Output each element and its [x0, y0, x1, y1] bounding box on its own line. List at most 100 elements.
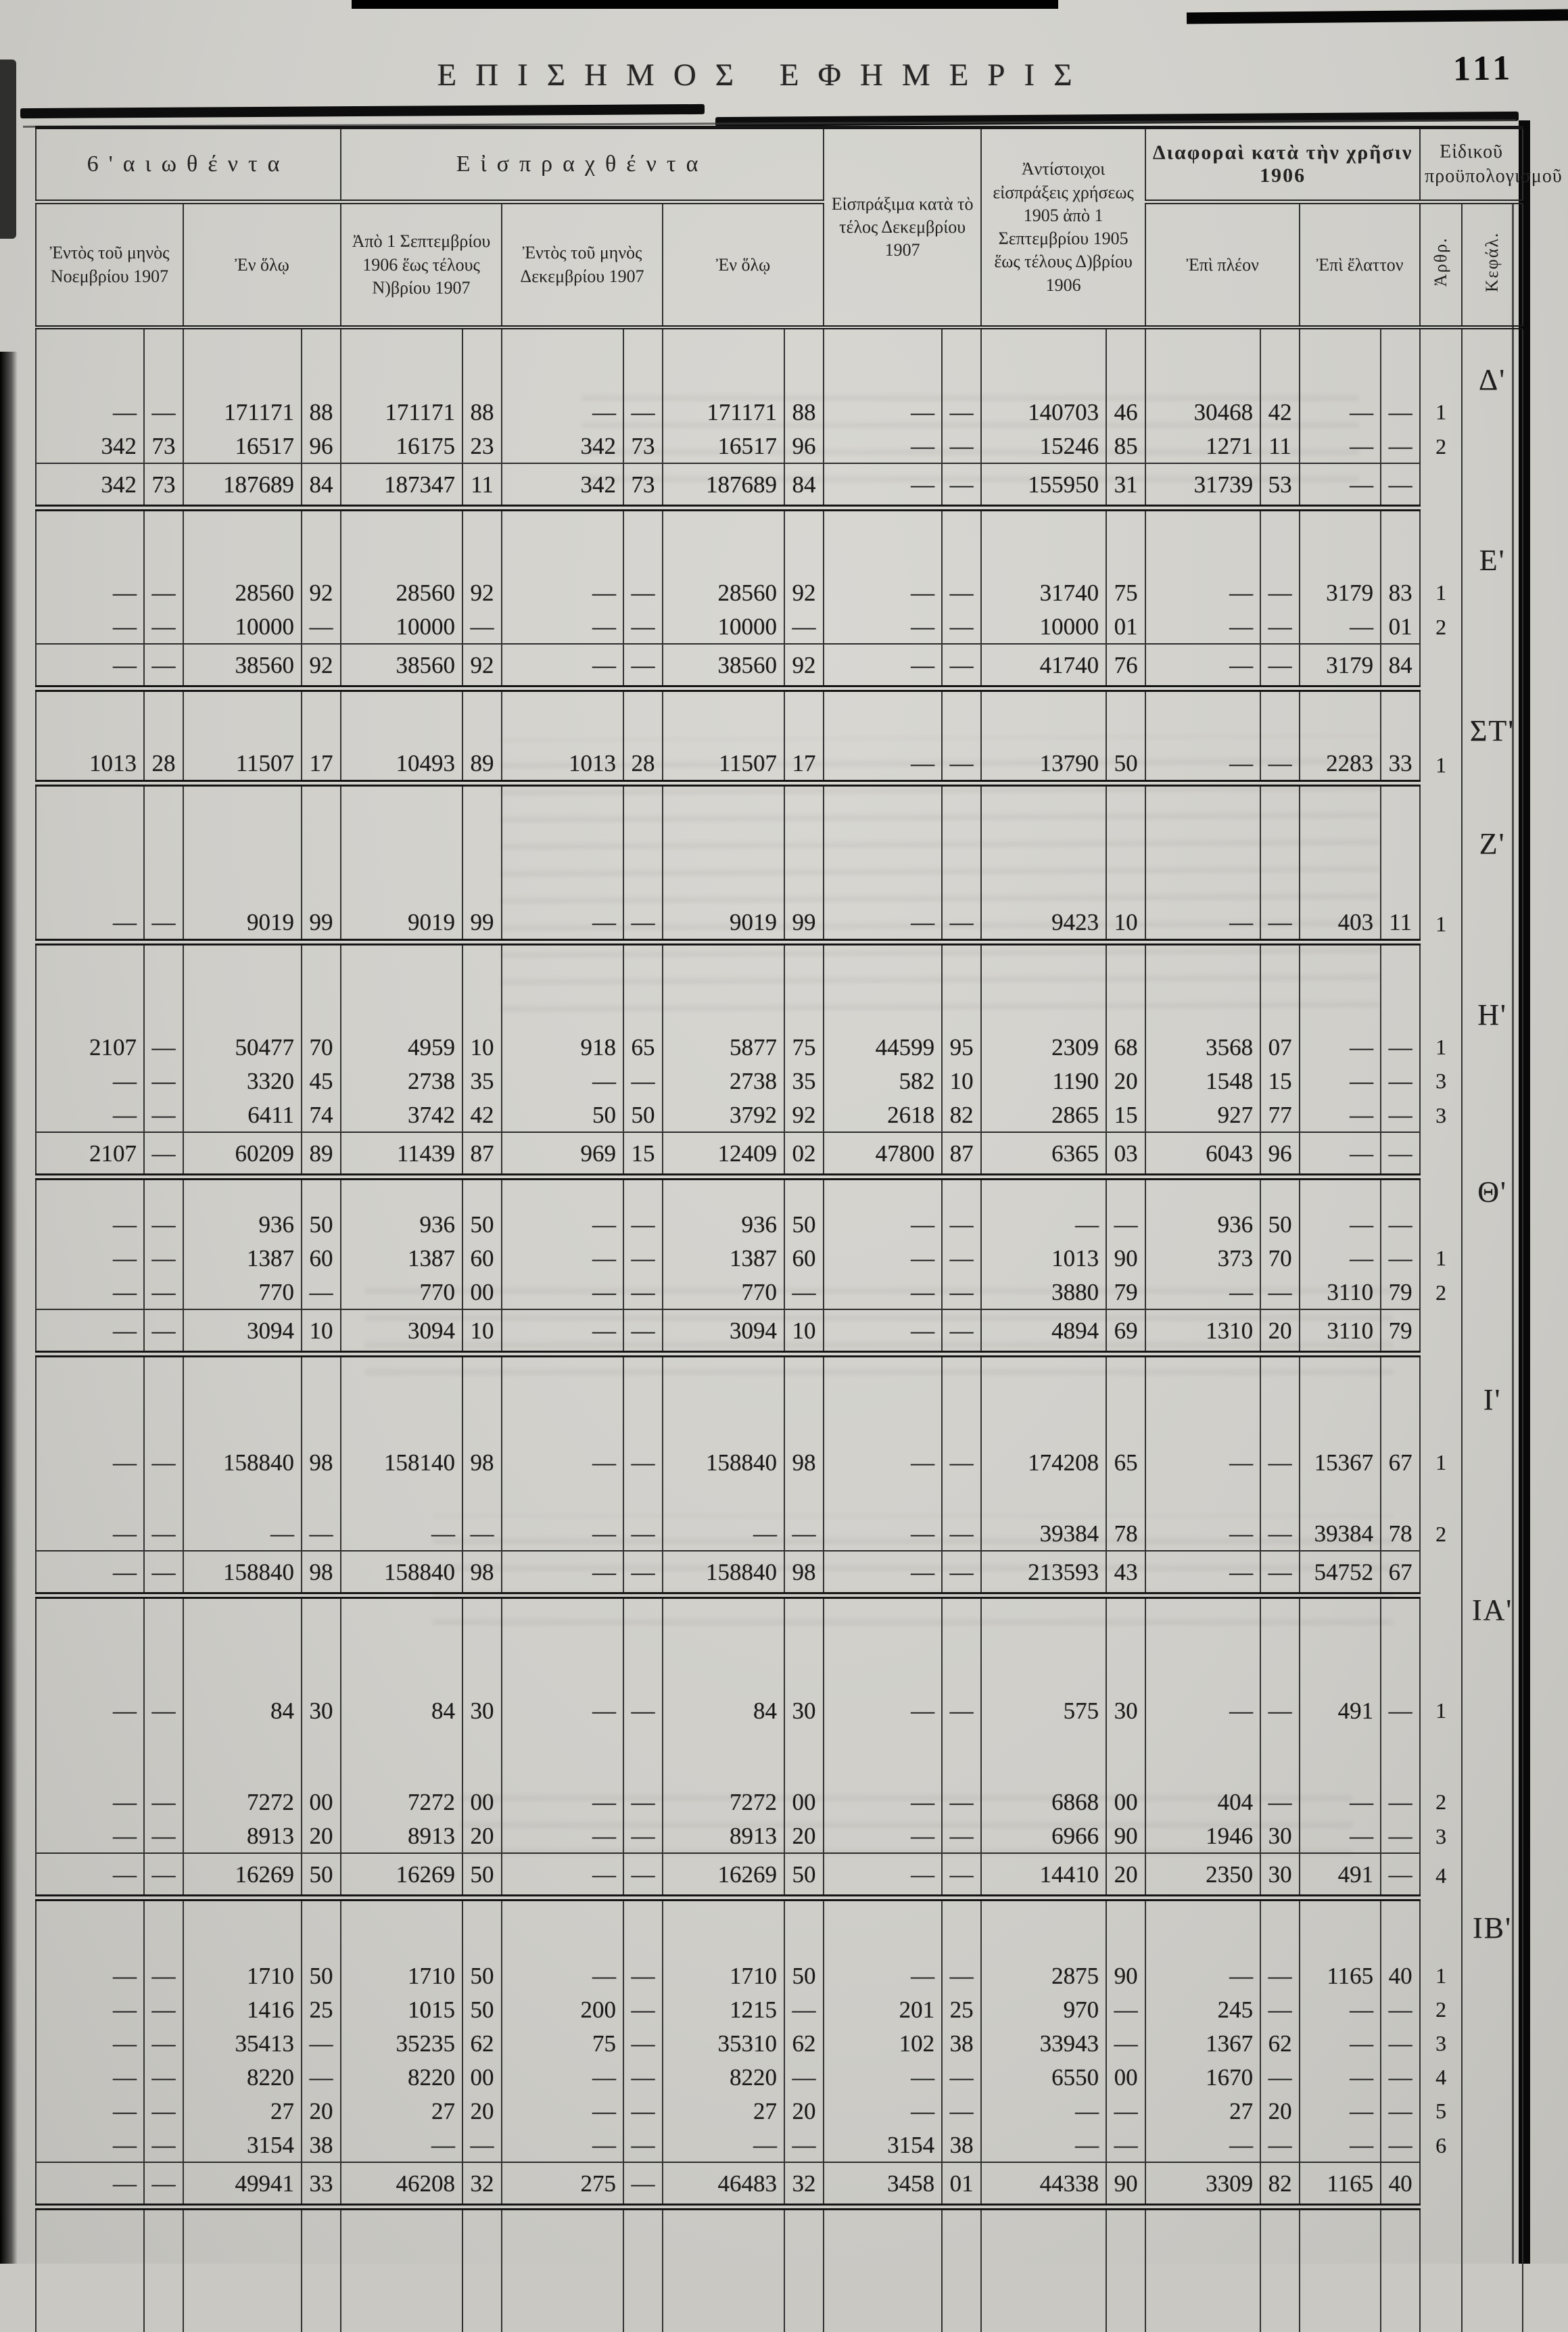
cents-cell: —: [623, 1819, 663, 1854]
cents-cell: —: [623, 905, 663, 946]
cents-cell: —: [143, 1694, 183, 1728]
amount-cell: 6365: [980, 1132, 1107, 1181]
gap-cell: [1299, 1177, 1381, 1208]
gap-cell: [340, 1479, 463, 1517]
col-receivable: Εἰσπράξιμα κατὰ τὸ τέλος Δεκεμβρίου 1907: [823, 126, 982, 330]
group-header-row: 6'αιωθέντα Εἰσπραχθέντα Εἰσπράξιμα κατὰ …: [34, 126, 1562, 330]
amount-cell: 936: [183, 1207, 302, 1242]
amount-cell: —: [980, 2094, 1107, 2128]
amount-cell: 1190: [980, 1064, 1107, 1098]
amount-cell: 6966: [980, 1819, 1107, 1854]
gap-cell: [35, 689, 144, 747]
gap-cell: [462, 2207, 502, 2332]
amount-cell: —: [501, 2094, 624, 2128]
amount-cell: —: [35, 576, 144, 610]
gap-cell: [183, 1898, 302, 1959]
gap-cell: [784, 508, 824, 576]
amount-cell: 491: [1299, 1852, 1381, 1902]
amount-cell: 3568: [1145, 1030, 1261, 1065]
amount-cell: 171171: [662, 395, 785, 429]
cents-cell: 28: [143, 746, 183, 787]
amount-cell: 213593: [980, 1550, 1107, 1600]
gap-cell: [300, 327, 341, 396]
amount-cell: 3792: [662, 1098, 785, 1133]
gap-cell: [183, 1595, 302, 1694]
amount-cell: 275: [501, 2162, 624, 2211]
amount-cell: 1670: [1145, 2060, 1261, 2095]
amount-cell: —: [35, 1309, 144, 1358]
gap-cell: [340, 2207, 463, 2332]
col-article: Ἀρθρ.: [1419, 202, 1463, 330]
amount-cell: 936: [662, 1207, 785, 1242]
article-number-cell: 1: [1419, 1959, 1463, 1993]
gap-cell: [462, 1479, 502, 1517]
chapter-cell: [1461, 1132, 1524, 1177]
amount-cell: 8220: [662, 2060, 785, 2095]
cents-cell: —: [1380, 1819, 1421, 1854]
cents-cell: 50: [623, 1098, 663, 1133]
cents-cell: —: [1380, 429, 1421, 464]
article-number-cell: 2: [1419, 1992, 1463, 2027]
amount-cell: 155950: [980, 463, 1107, 512]
gap-cell: [1145, 689, 1261, 747]
amount-cell: 3094: [662, 1309, 785, 1358]
section-total-row: — —158840 98 158840 98— —158840 98— —213593 43— —…: [35, 1550, 1524, 1600]
gap-cell: [980, 508, 1107, 576]
cents-cell: —: [1380, 395, 1421, 429]
cents-cell: 15: [1260, 1064, 1300, 1098]
cents-cell: —: [143, 1445, 183, 1480]
amount-cell: —: [1299, 2094, 1381, 2128]
table-row: — —7272 00 7272 00— —7272 00— —6868 00 404— — —2: [35, 1785, 1524, 1819]
cents-cell: 00: [462, 2060, 502, 2095]
cents-cell: —: [300, 1275, 341, 1310]
amount-cell: 6868: [980, 1785, 1107, 1819]
cents-cell: —: [1380, 2026, 1421, 2061]
gap-cell: [462, 783, 502, 906]
gap-cell: [662, 942, 785, 1031]
scan-artifact-top-strip: [352, 0, 1058, 9]
chapter-label: ΙΑ': [1471, 1593, 1513, 1627]
cents-cell: —: [1260, 2060, 1300, 2095]
amount-cell: 158840: [662, 1445, 785, 1480]
amount-cell: 6043: [1145, 1132, 1261, 1181]
amount-cell: 41740: [980, 643, 1107, 693]
table-row: — —8220—8220 00— —8220— — —6550 00 1670— — —4: [35, 2060, 1524, 2095]
cents-cell: 62: [784, 2026, 824, 2061]
gap-cell: [143, 1479, 183, 1517]
gap-cell: [143, 1595, 183, 1694]
article-number-cell: 2: [1419, 1275, 1463, 1310]
chapter-cell: [1461, 1479, 1524, 1517]
gap-cell: [1145, 2207, 1261, 2332]
cents-cell: 92: [784, 643, 824, 693]
amount-cell: —: [35, 1694, 144, 1728]
cents-cell: 30: [462, 1694, 502, 1728]
gap-cell: [501, 1595, 624, 1694]
gap-cell: [1299, 1595, 1381, 1694]
group-budget: Εἰδικοῦ προϋπολογισμοῦ: [1419, 126, 1562, 204]
gap-cell: [1419, 942, 1463, 1031]
cents-cell: —: [623, 1241, 663, 1276]
cents-cell: 00: [784, 1785, 824, 1819]
cents-cell: —: [1380, 1132, 1421, 1181]
amount-cell: 16269: [340, 1852, 463, 1902]
cents-cell: —: [462, 609, 502, 645]
chapter-cell: [1461, 905, 1524, 943]
amount-cell: —: [1299, 1819, 1381, 1854]
amount-cell: 7272: [183, 1785, 302, 1819]
table-row: — —3154 38— — — — — —3154 38— — — — — —6: [35, 2128, 1524, 2163]
gap-cell: [1106, 783, 1146, 906]
gap-cell: [35, 327, 144, 396]
cents-cell: 90: [1106, 1241, 1146, 1276]
gap-cell: [1299, 689, 1381, 747]
cents-cell: 15: [623, 1132, 663, 1181]
amount-cell: 1710: [340, 1959, 463, 1993]
cents-cell: 50: [300, 1959, 341, 1993]
cents-cell: 07: [1260, 1030, 1300, 1065]
article-number-cell: [1419, 1551, 1463, 1596]
amount-cell: 39384: [980, 1516, 1107, 1552]
gap-cell: [501, 2207, 624, 2332]
amount-cell: —: [501, 1275, 624, 1310]
gap-cell: [501, 1727, 624, 1786]
cents-cell: 00: [462, 1785, 502, 1819]
amount-cell: —: [35, 1819, 144, 1854]
